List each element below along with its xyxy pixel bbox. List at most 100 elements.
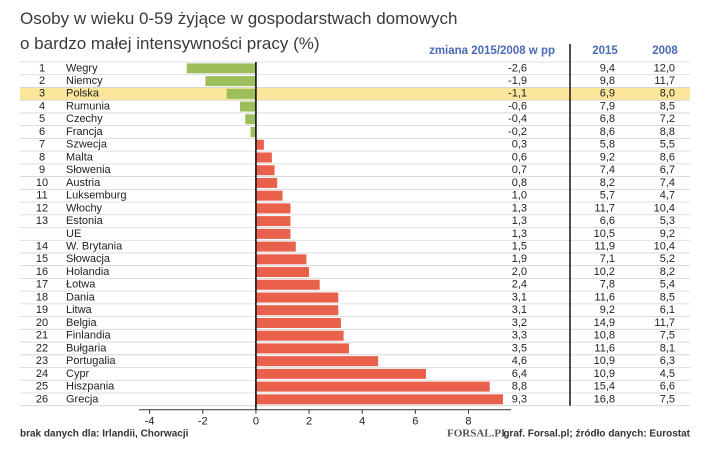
- x-tick-label: -4: [145, 416, 155, 428]
- bar: [255, 394, 504, 405]
- table-value: 5,2: [660, 253, 675, 265]
- value-label: 1,3: [512, 202, 527, 214]
- category-label: Włochy: [66, 202, 103, 214]
- table-value: 14,9: [594, 317, 615, 329]
- category-label: Belgia: [66, 317, 97, 329]
- column-header: zmiana 2015/2008 w pp: [429, 45, 555, 57]
- table-value: 5,5: [660, 139, 675, 151]
- value-label: 3,1: [512, 304, 527, 316]
- rank: 22: [36, 342, 48, 354]
- chart-title: Osoby w wieku 0-59 żyjące w gospodarstwa…: [20, 9, 457, 28]
- x-tick-label: 2: [306, 416, 312, 428]
- bar: [255, 139, 264, 150]
- value-label: 1,9: [512, 253, 527, 265]
- value-label: -1,9: [508, 75, 527, 87]
- category-label: Łotwa: [66, 279, 96, 291]
- bar: [255, 292, 339, 303]
- table-value: 8,0: [660, 88, 675, 100]
- value-label: 4,6: [512, 355, 527, 367]
- value-label: 0,6: [512, 151, 527, 163]
- category-label: Bułgaria: [66, 342, 107, 354]
- value-label: 1,0: [512, 190, 527, 202]
- bar: [255, 279, 320, 290]
- category-label: Niemcy: [66, 75, 103, 87]
- table-value: 10,2: [594, 266, 615, 278]
- rank: 7: [39, 139, 45, 151]
- rank: 16: [36, 266, 48, 278]
- highlight-row: [20, 87, 690, 101]
- table-value: 9,2: [600, 151, 615, 163]
- category-label: Słowacja: [66, 253, 111, 265]
- bar: [255, 177, 278, 188]
- rank: 13: [36, 215, 48, 227]
- x-tick-label: 4: [359, 416, 365, 428]
- table-value: 5,7: [600, 190, 615, 202]
- rank: 18: [36, 291, 48, 303]
- table-value: 10,5: [594, 228, 615, 240]
- value-label: 6,4: [512, 368, 527, 380]
- value-label: 1,3: [512, 215, 527, 227]
- table-value: 12,0: [654, 62, 675, 74]
- table-value: 11,7: [594, 202, 615, 214]
- rank: 4: [39, 100, 45, 112]
- table-value: 7,2: [660, 113, 675, 125]
- value-label: 0,8: [512, 177, 527, 189]
- bar: [255, 190, 283, 201]
- table-value: 8,5: [660, 100, 675, 112]
- table-value: 16,8: [594, 393, 615, 405]
- table-value: 11,9: [594, 240, 615, 252]
- category-label: Litwa: [66, 304, 93, 316]
- table-value: 10,9: [594, 368, 615, 380]
- x-tick-label: 8: [465, 416, 471, 428]
- rank: 11: [36, 190, 47, 202]
- category-label: Finlandia: [66, 330, 112, 342]
- category-label: Słowenia: [66, 164, 112, 176]
- value-label: 0,7: [512, 164, 527, 176]
- table-value: 8,6: [660, 151, 675, 163]
- category-label: Szwecja: [66, 139, 108, 151]
- table-value: 5,4: [660, 279, 675, 291]
- table-value: 6,9: [600, 88, 615, 100]
- rank: 26: [36, 393, 48, 405]
- bar: [255, 165, 275, 176]
- value-label: 2,4: [512, 279, 527, 291]
- table-value: 8,2: [600, 177, 615, 189]
- value-label: 8,8: [512, 381, 527, 393]
- table-value: 7,1: [600, 253, 615, 265]
- bar: [255, 343, 349, 354]
- category-label: UE: [66, 228, 81, 240]
- bar: [226, 88, 256, 99]
- bar: [255, 305, 339, 316]
- value-label: -1,1: [508, 88, 527, 100]
- table-value: 9,2: [600, 304, 615, 316]
- table-value: 8,8: [660, 126, 675, 138]
- table-value: 11,6: [594, 291, 615, 303]
- value-label: 2,0: [512, 266, 527, 278]
- bar: [255, 152, 272, 163]
- table-value: 9,4: [600, 62, 615, 74]
- category-label: Luksemburg: [66, 190, 127, 202]
- bar: [250, 127, 256, 138]
- category-label: Francja: [66, 126, 104, 138]
- bar: [255, 228, 291, 239]
- x-tick-label: -2: [198, 416, 208, 428]
- table-value: 4,5: [660, 368, 675, 380]
- category-label: Cypr: [66, 368, 90, 380]
- table-value: 7,9: [600, 100, 615, 112]
- rank: 14: [36, 240, 48, 252]
- x-tick-label: 6: [412, 416, 418, 428]
- table-value: 4,7: [660, 190, 675, 202]
- value-label: -0,2: [508, 126, 527, 138]
- category-label: Portugalia: [66, 355, 116, 367]
- table-value: 7,8: [600, 279, 615, 291]
- category-label: Rumunia: [66, 100, 111, 112]
- bar: [255, 368, 426, 379]
- category-label: W. Brytania: [66, 240, 123, 252]
- column-header: 2015: [592, 45, 618, 57]
- bar: [255, 254, 307, 265]
- bar: [255, 356, 379, 367]
- bar: [255, 381, 490, 392]
- table-value: 8,1: [660, 342, 675, 354]
- bar: [255, 330, 344, 341]
